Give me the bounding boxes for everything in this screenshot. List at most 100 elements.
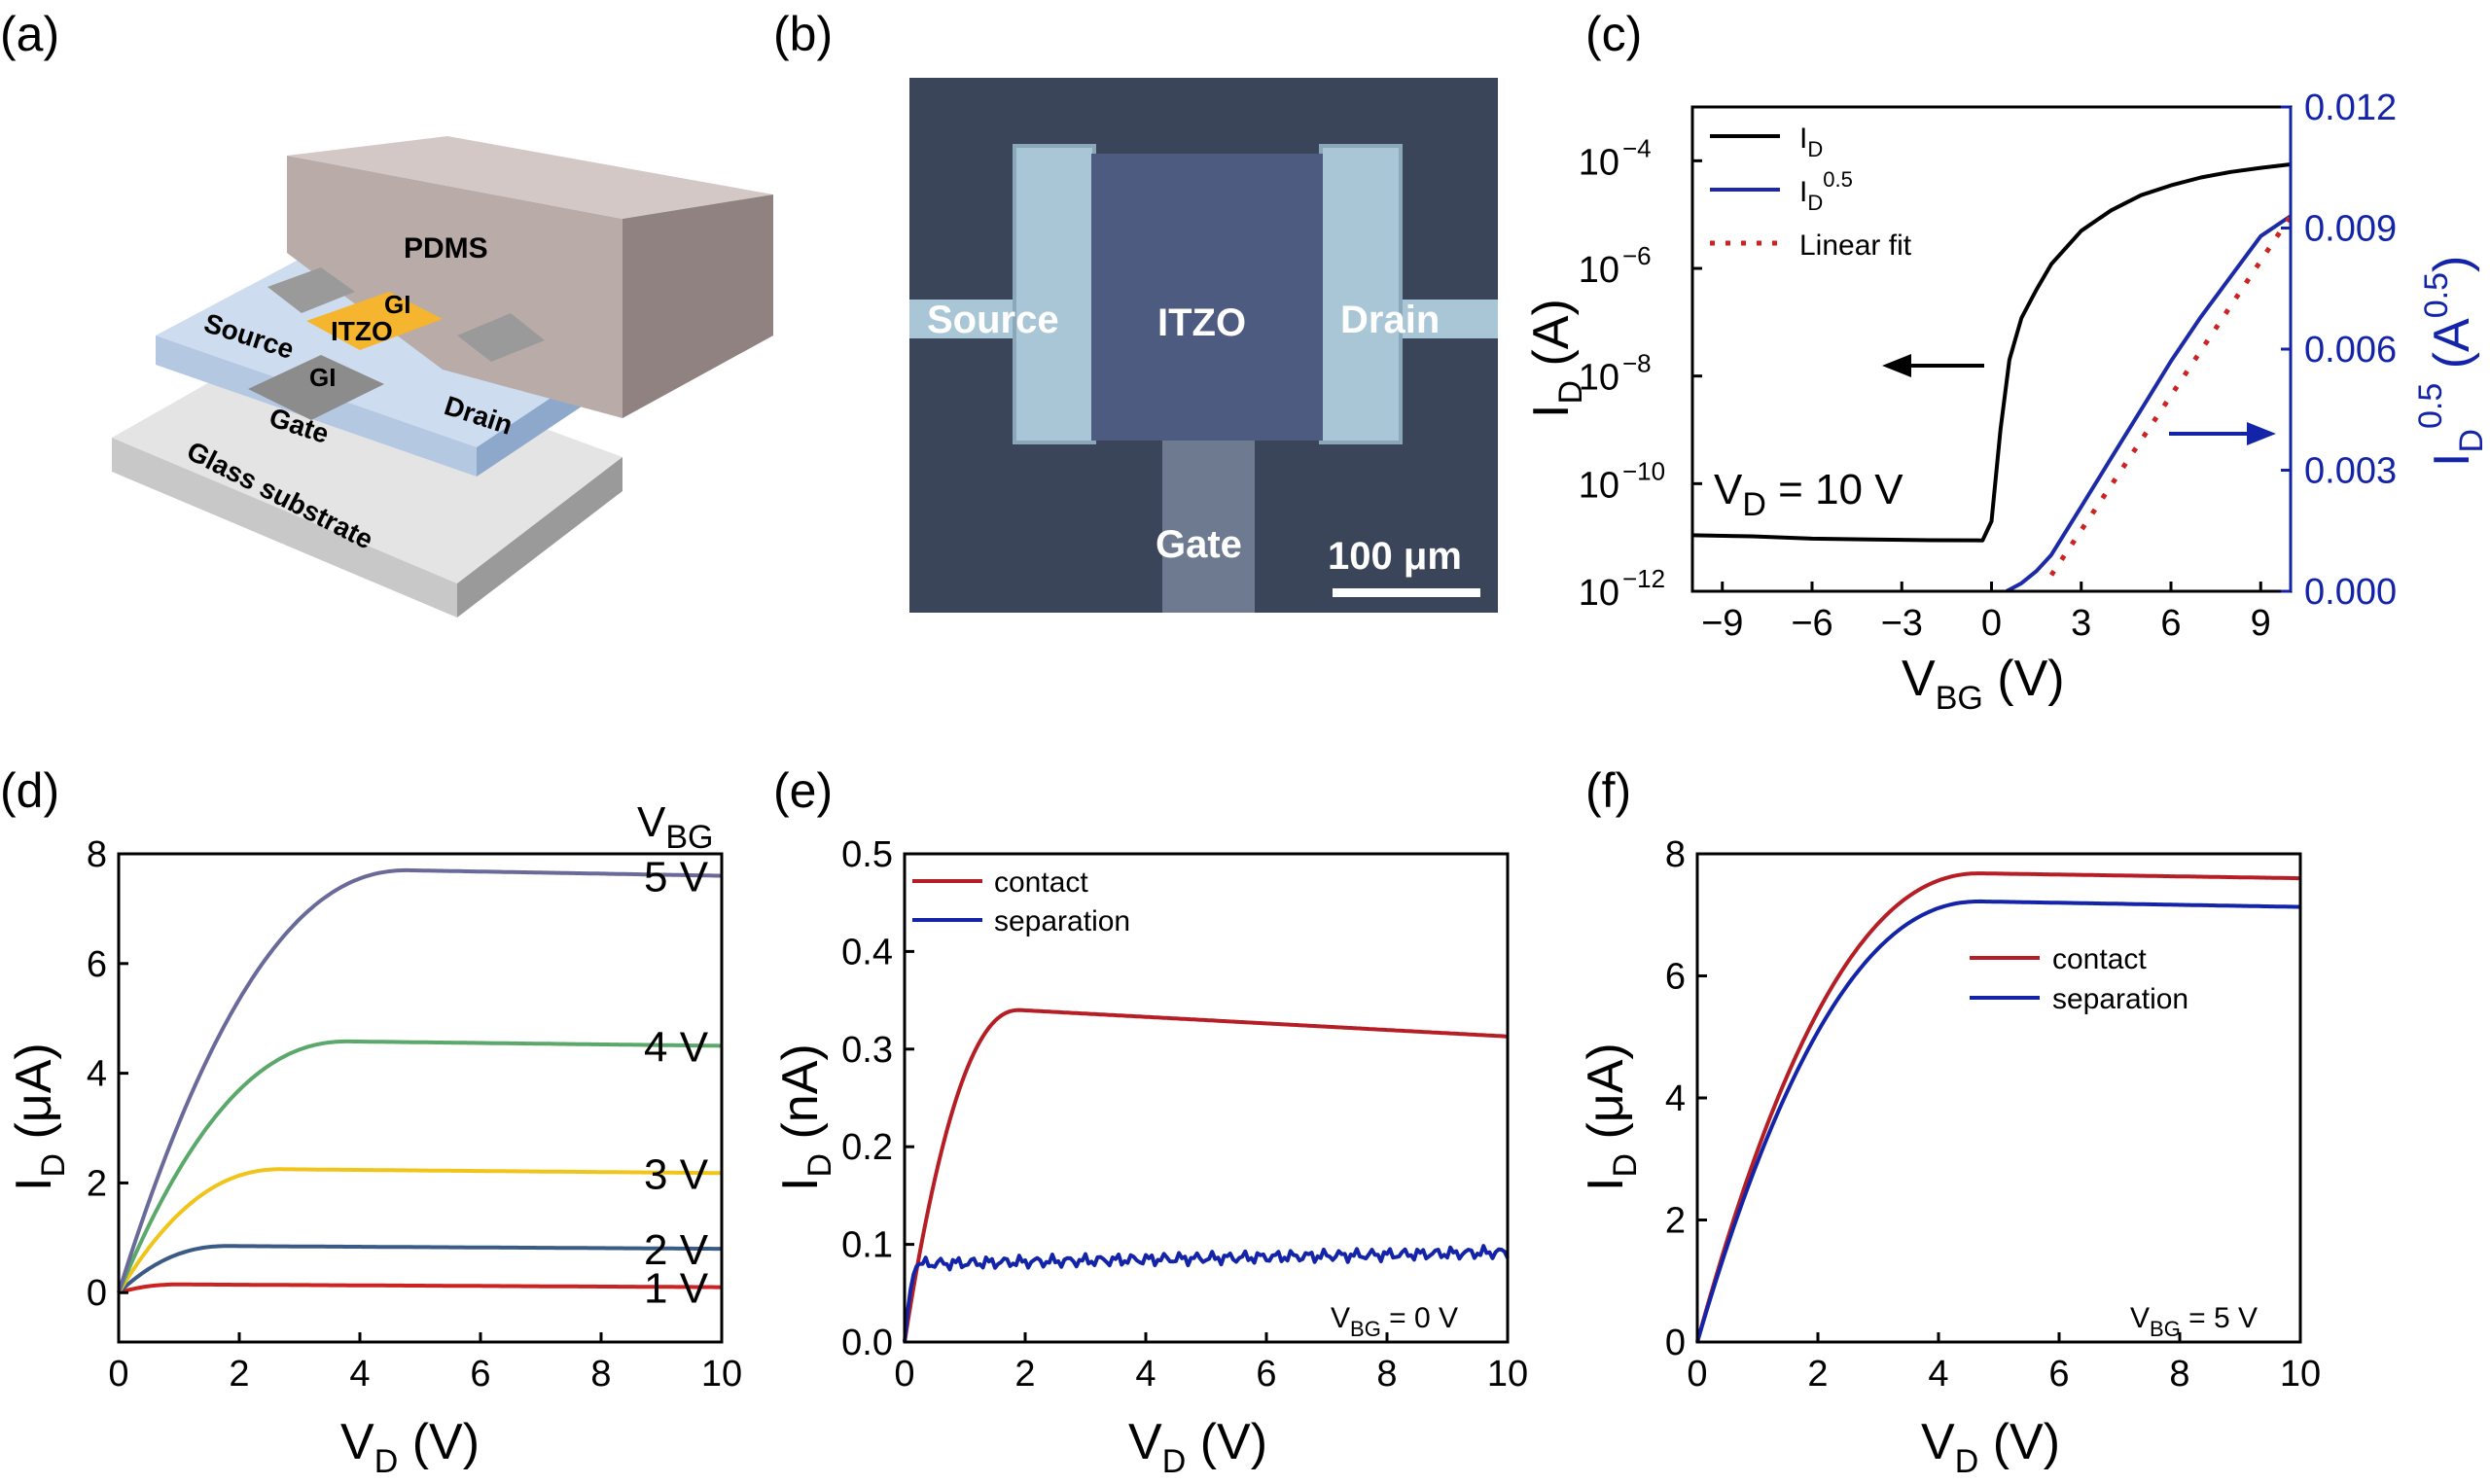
x-tick-label: 0 bbox=[1687, 1354, 1707, 1395]
y-tick-label: 10 bbox=[1579, 573, 1619, 614]
legend-label-id-sqrt: ID0.5 bbox=[1799, 167, 1853, 215]
x-tick-label: 0 bbox=[1981, 603, 2002, 644]
x-tick-label: 6 bbox=[1256, 1354, 1276, 1395]
panel-f-label: (f) bbox=[1585, 763, 1631, 818]
chart-f-ylabel: ID (μA) bbox=[1578, 1042, 1644, 1191]
drain-pad bbox=[1319, 144, 1403, 444]
gate-line bbox=[1162, 438, 1255, 613]
legend-label-contact: contact bbox=[994, 866, 1088, 899]
panel-a: (a) PDMS GI Source ITZO GI Drain Gate Gl… bbox=[0, 7, 773, 618]
label-drain: Drain bbox=[1340, 299, 1440, 341]
x-tick-label: 9 bbox=[2251, 603, 2271, 644]
panel-b-label: (b) bbox=[773, 7, 833, 61]
y-tick-label: 2 bbox=[1665, 1201, 1686, 1242]
arrow-to-left-axis bbox=[1882, 354, 1984, 377]
x-tick-label: 4 bbox=[349, 1354, 370, 1395]
x-tick-label: 6 bbox=[2048, 1354, 2069, 1395]
y-tick-label: 10 bbox=[1579, 250, 1619, 291]
series-line-0 bbox=[1695, 871, 2300, 1343]
x-tick-label: 3 bbox=[2071, 603, 2091, 644]
chart-f-ticks: 0 2 4 6 8 10 0 2 4 6 8 bbox=[1665, 834, 2321, 1395]
panel-f: (f) 0 2 4 6 8 10 0 2 4 6 8 ID (μA) VD (V) VBG = 5 … bbox=[1578, 763, 2321, 1480]
x-tick-label: 4 bbox=[1928, 1354, 1948, 1395]
pdms-front bbox=[287, 156, 622, 418]
x-tick-label: 8 bbox=[590, 1354, 611, 1395]
legend-label-separation: separation bbox=[2052, 983, 2188, 1015]
x-tick-label: 2 bbox=[1807, 1354, 1828, 1395]
series-line-3 bbox=[117, 1039, 722, 1293]
y2-tick-label: 0.012 bbox=[2304, 88, 2397, 128]
y2-tick-label: 0.003 bbox=[2304, 451, 2397, 492]
x-tick-label: 8 bbox=[1376, 1354, 1397, 1395]
panel-c-label: (c) bbox=[1585, 7, 1642, 61]
chart-d-frame bbox=[117, 852, 724, 1344]
y-tick-label: 0.3 bbox=[841, 1030, 893, 1071]
y-tick-label: 0.2 bbox=[841, 1127, 893, 1168]
y-tick-label: 0.4 bbox=[841, 932, 893, 972]
y2-tick-label: 0.000 bbox=[2304, 572, 2397, 613]
x-tick-label: 6 bbox=[470, 1354, 490, 1395]
x-tick-label: 2 bbox=[1014, 1354, 1035, 1395]
chart-f-frame bbox=[1695, 852, 2302, 1344]
x-tick-label: 2 bbox=[229, 1354, 249, 1395]
pdms-side bbox=[622, 194, 773, 418]
series-label-0: 1 V bbox=[644, 1265, 709, 1313]
y2-tick-label: 0.009 bbox=[2304, 209, 2397, 250]
y-tick-label: 10 bbox=[1579, 358, 1619, 399]
label-itzo: ITZO bbox=[1157, 301, 1246, 344]
series-line-2 bbox=[117, 1167, 723, 1294]
glass-substrate-front bbox=[112, 438, 457, 618]
panel-d: (d) 0 2 4 6 8 10 0 2 4 6 8 ID (μA) VD (V) VBG 1 V2… bbox=[0, 763, 742, 1480]
x-tick-label: 8 bbox=[2169, 1354, 2189, 1395]
scale-bar-label: 100 μm bbox=[1328, 535, 1462, 578]
chart-f-marks bbox=[1695, 871, 2301, 1343]
series-label-4: 5 V bbox=[644, 854, 709, 901]
chart-c-xlabel: VBG (V) bbox=[1902, 651, 2065, 717]
chart-f-annotation: VBG = 5 V bbox=[2130, 1302, 2258, 1341]
series-line-0 bbox=[1691, 162, 2292, 543]
pdms-top bbox=[287, 136, 773, 219]
x-tick-label: 0 bbox=[894, 1354, 914, 1395]
y-tick-label: 10 bbox=[1579, 142, 1619, 183]
x-tick-label: 0 bbox=[108, 1354, 128, 1395]
y-tick-label: 8 bbox=[87, 834, 107, 875]
label-itzo: ITZO bbox=[331, 316, 393, 346]
drain-electrode bbox=[457, 313, 545, 362]
series-line-4 bbox=[117, 867, 723, 1293]
y-tick-label: 6 bbox=[87, 944, 107, 985]
gate-electrode bbox=[248, 355, 384, 420]
series-label-1: 2 V bbox=[644, 1226, 709, 1274]
x-tick-label: −6 bbox=[1791, 603, 1832, 644]
glass-substrate-top bbox=[112, 336, 622, 583]
chart-c-y2label: ID0.5 (A0.5) bbox=[2412, 256, 2490, 467]
x-tick-label: 10 bbox=[2280, 1354, 2321, 1395]
gi-layer-top bbox=[156, 253, 622, 447]
arrow-to-right-axis bbox=[2169, 422, 2276, 445]
y-tick-exponent: −4 bbox=[1622, 133, 1652, 162]
source-lead bbox=[909, 300, 1026, 338]
source-electrode bbox=[267, 267, 355, 313]
label-source: Source bbox=[927, 299, 1059, 341]
x-tick-label: 4 bbox=[1135, 1354, 1156, 1395]
y-tick-label: 8 bbox=[1665, 834, 1686, 875]
y-tick-label: 4 bbox=[1665, 1078, 1686, 1119]
source-pad bbox=[1013, 144, 1096, 444]
panel-d-label: (d) bbox=[0, 763, 59, 818]
y2-tick-label: 0.006 bbox=[2304, 330, 2397, 371]
y-tick-label: 10 bbox=[1579, 465, 1619, 506]
x-tick-label: 10 bbox=[701, 1354, 742, 1395]
chart-e-ylabel: ID (nA) bbox=[772, 1043, 838, 1191]
panel-b: (b) Source ITZO Drain Gate 100 μm bbox=[773, 7, 1498, 613]
y-tick-label: 0.5 bbox=[841, 834, 893, 875]
chart-d-series-labels: 1 V2 V 3 V 4 V 5 V bbox=[644, 854, 709, 1313]
series-line-1 bbox=[117, 1244, 722, 1294]
series-line-0 bbox=[118, 1282, 722, 1295]
series-label-2: 3 V bbox=[644, 1150, 709, 1198]
panel-e: (e) 0 2 4 6 8 10 0.0 0.1 0.2 0.3 0.4 0.5 ID (nA) VD… bbox=[772, 763, 1528, 1480]
chart-e-marks bbox=[903, 1007, 1510, 1343]
series-line-1 bbox=[1695, 899, 2301, 1343]
label-gi-top: GI bbox=[384, 290, 410, 319]
chart-e-ticks: 0 2 4 6 8 10 0.0 0.1 0.2 0.3 0.4 0.5 bbox=[841, 834, 1528, 1395]
y-tick-exponent: −6 bbox=[1622, 241, 1652, 270]
